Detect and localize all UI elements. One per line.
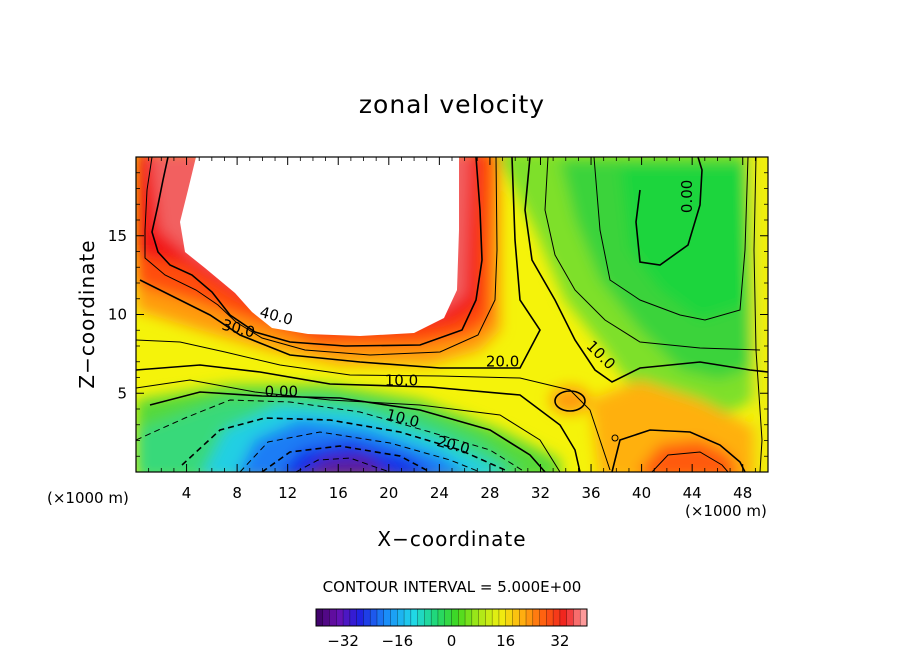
x-axis-label: X−coordinate [377, 527, 526, 551]
contour-label: 0.00 [265, 382, 298, 400]
contour-label: 20.0 [486, 352, 519, 370]
colorbar-cell [498, 609, 506, 626]
colorbar-cell [465, 609, 473, 626]
colorbar-cell [343, 609, 351, 626]
colorbar-cell [437, 609, 446, 626]
colorbar-cell [417, 609, 425, 626]
x-axis-unit: (×1000 m) [685, 502, 767, 520]
x-tick-label: 20 [379, 484, 398, 502]
colorbar-cell [431, 609, 439, 626]
colorbar-cell [573, 609, 581, 626]
y-axis-label: Z−coordinate [75, 239, 99, 388]
colorbar-cell [410, 609, 418, 626]
colorbar-cell [424, 609, 432, 626]
y-axis: 5 10 15 [108, 172, 768, 457]
colorbar-cell [566, 609, 574, 626]
contour-field [136, 157, 768, 472]
colorbar-cell [390, 609, 398, 626]
colorbar-cell [329, 609, 337, 626]
y-tick-label: 10 [108, 306, 127, 324]
contour-lines [136, 157, 768, 472]
colorbar-cell [404, 609, 412, 626]
x-tick-label: 32 [531, 484, 550, 502]
x-tick-label: 16 [329, 484, 348, 502]
colorbar-cell [485, 609, 493, 626]
colorbar-cell [519, 609, 527, 626]
x-tick-label: 44 [683, 484, 702, 502]
colorbar-cell [356, 609, 364, 626]
colorbar-tick-label: 32 [550, 632, 569, 650]
y-tick-label: 15 [108, 227, 127, 245]
colorbar-cell [539, 609, 547, 626]
colorbar-cell [376, 609, 385, 626]
x-tick-label: 24 [430, 484, 449, 502]
colorbar-cell [336, 609, 344, 626]
colorbar: −32 −16 0 16 32 [315, 608, 588, 650]
colorbar-cell [532, 609, 540, 626]
x-tick-label: 8 [232, 484, 242, 502]
colorbar-cell [471, 609, 479, 626]
colorbar-cell [383, 609, 391, 626]
colorbar-cell [397, 609, 405, 626]
colorbar-cell [316, 609, 324, 626]
colorbar-tick-label: −32 [327, 632, 359, 650]
x-axis: 4 8 12 16 20 24 28 32 36 40 44 48 [148, 157, 756, 502]
contour-interval-text: CONTOUR INTERVAL = 5.000E+00 [323, 578, 582, 596]
x-tick-label: 40 [632, 484, 651, 502]
x-tick-label: 48 [733, 484, 752, 502]
colorbar-cell [458, 609, 466, 626]
colorbar-cell [322, 609, 330, 626]
y-axis-unit: (×1000 m) [47, 489, 129, 507]
colorbar-cell [505, 609, 513, 626]
colorbar-cell [512, 609, 520, 626]
colorbar-cell [580, 609, 588, 626]
x-tick-label: 4 [182, 484, 192, 502]
colorbar-tick-label: 16 [496, 632, 515, 650]
colorbar-cell [363, 609, 371, 626]
colorbar-cell [451, 609, 459, 626]
x-tick-label: 28 [480, 484, 499, 502]
colorbar-tick-label: 0 [447, 632, 457, 650]
chart-title: zonal velocity [359, 90, 545, 119]
colorbar-tick-label: −16 [381, 632, 413, 650]
colorbar-cell [492, 609, 500, 626]
colorbar-cell [370, 609, 378, 626]
colorbar-cell [478, 609, 486, 626]
colorbar-cell [526, 609, 534, 626]
colorbar-cell [553, 609, 561, 626]
x-tick-label: 36 [581, 484, 600, 502]
x-tick-label: 12 [278, 484, 297, 502]
colorbar-cell [546, 609, 554, 626]
contour-label: 10.0 [385, 371, 418, 389]
colorbar-cell [444, 609, 452, 626]
colorbar-frame [315, 608, 588, 627]
colorbar-cell [559, 609, 567, 626]
y-tick-label: 5 [117, 384, 127, 402]
colorbar-cell [349, 609, 357, 626]
contour-label: 0.00 [678, 180, 696, 213]
